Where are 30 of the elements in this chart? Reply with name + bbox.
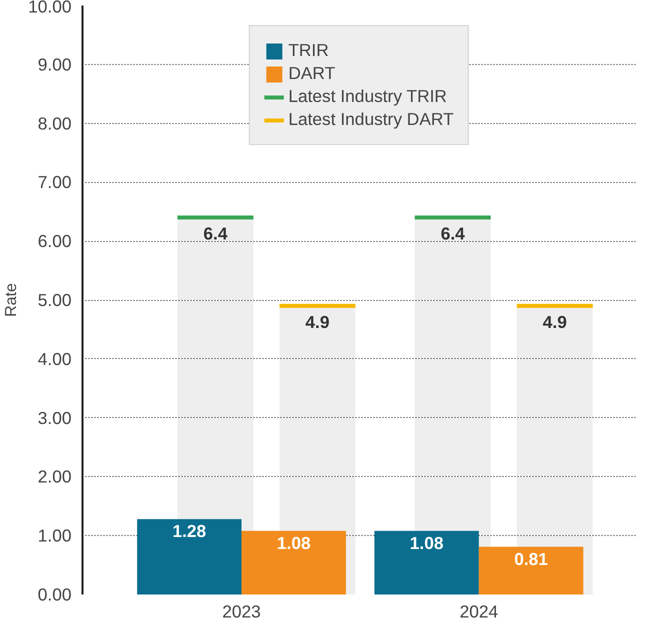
data-label: 6.4 [203, 224, 228, 244]
data-label: 0.81 [514, 548, 548, 569]
bar [478, 546, 584, 594]
y-tick-label: 3.00 [38, 408, 72, 428]
y-tick-label: 4.00 [38, 348, 72, 369]
legend-label: DART [288, 63, 336, 84]
data-label: 1.28 [172, 521, 207, 542]
y-tick-label: 1.00 [38, 526, 72, 546]
y-tick-label: 6.00 [38, 231, 72, 252]
bar [242, 530, 346, 594]
y-tick-label: 2.00 [38, 466, 72, 487]
y-tick-label: 0.00 [38, 584, 72, 604]
y-tick-label: 5.00 [38, 290, 72, 310]
y-tick-label: 7.00 [38, 172, 72, 192]
data-label: 1.08 [276, 532, 311, 553]
y-tick-label: 8.00 [38, 113, 72, 134]
data-label: 1.08 [410, 532, 444, 553]
x-tick-label: 2023 [222, 602, 261, 622]
y-axis-title: Rate [3, 283, 20, 317]
data-label: 6.4 [440, 224, 466, 244]
bar [137, 519, 242, 594]
legend-label: TRIR [288, 40, 329, 61]
legend-label: Latest Industry DART [288, 109, 454, 130]
y-tick-label: 10.00 [28, 0, 72, 16]
data-label: 4.9 [542, 312, 567, 332]
data-label: 4.9 [305, 312, 330, 332]
x-tick-label: 2024 [460, 602, 498, 622]
legend-label: Latest Industry TRIR [288, 86, 447, 107]
y-tick-label: 9.00 [38, 54, 72, 74]
bar [374, 530, 479, 594]
